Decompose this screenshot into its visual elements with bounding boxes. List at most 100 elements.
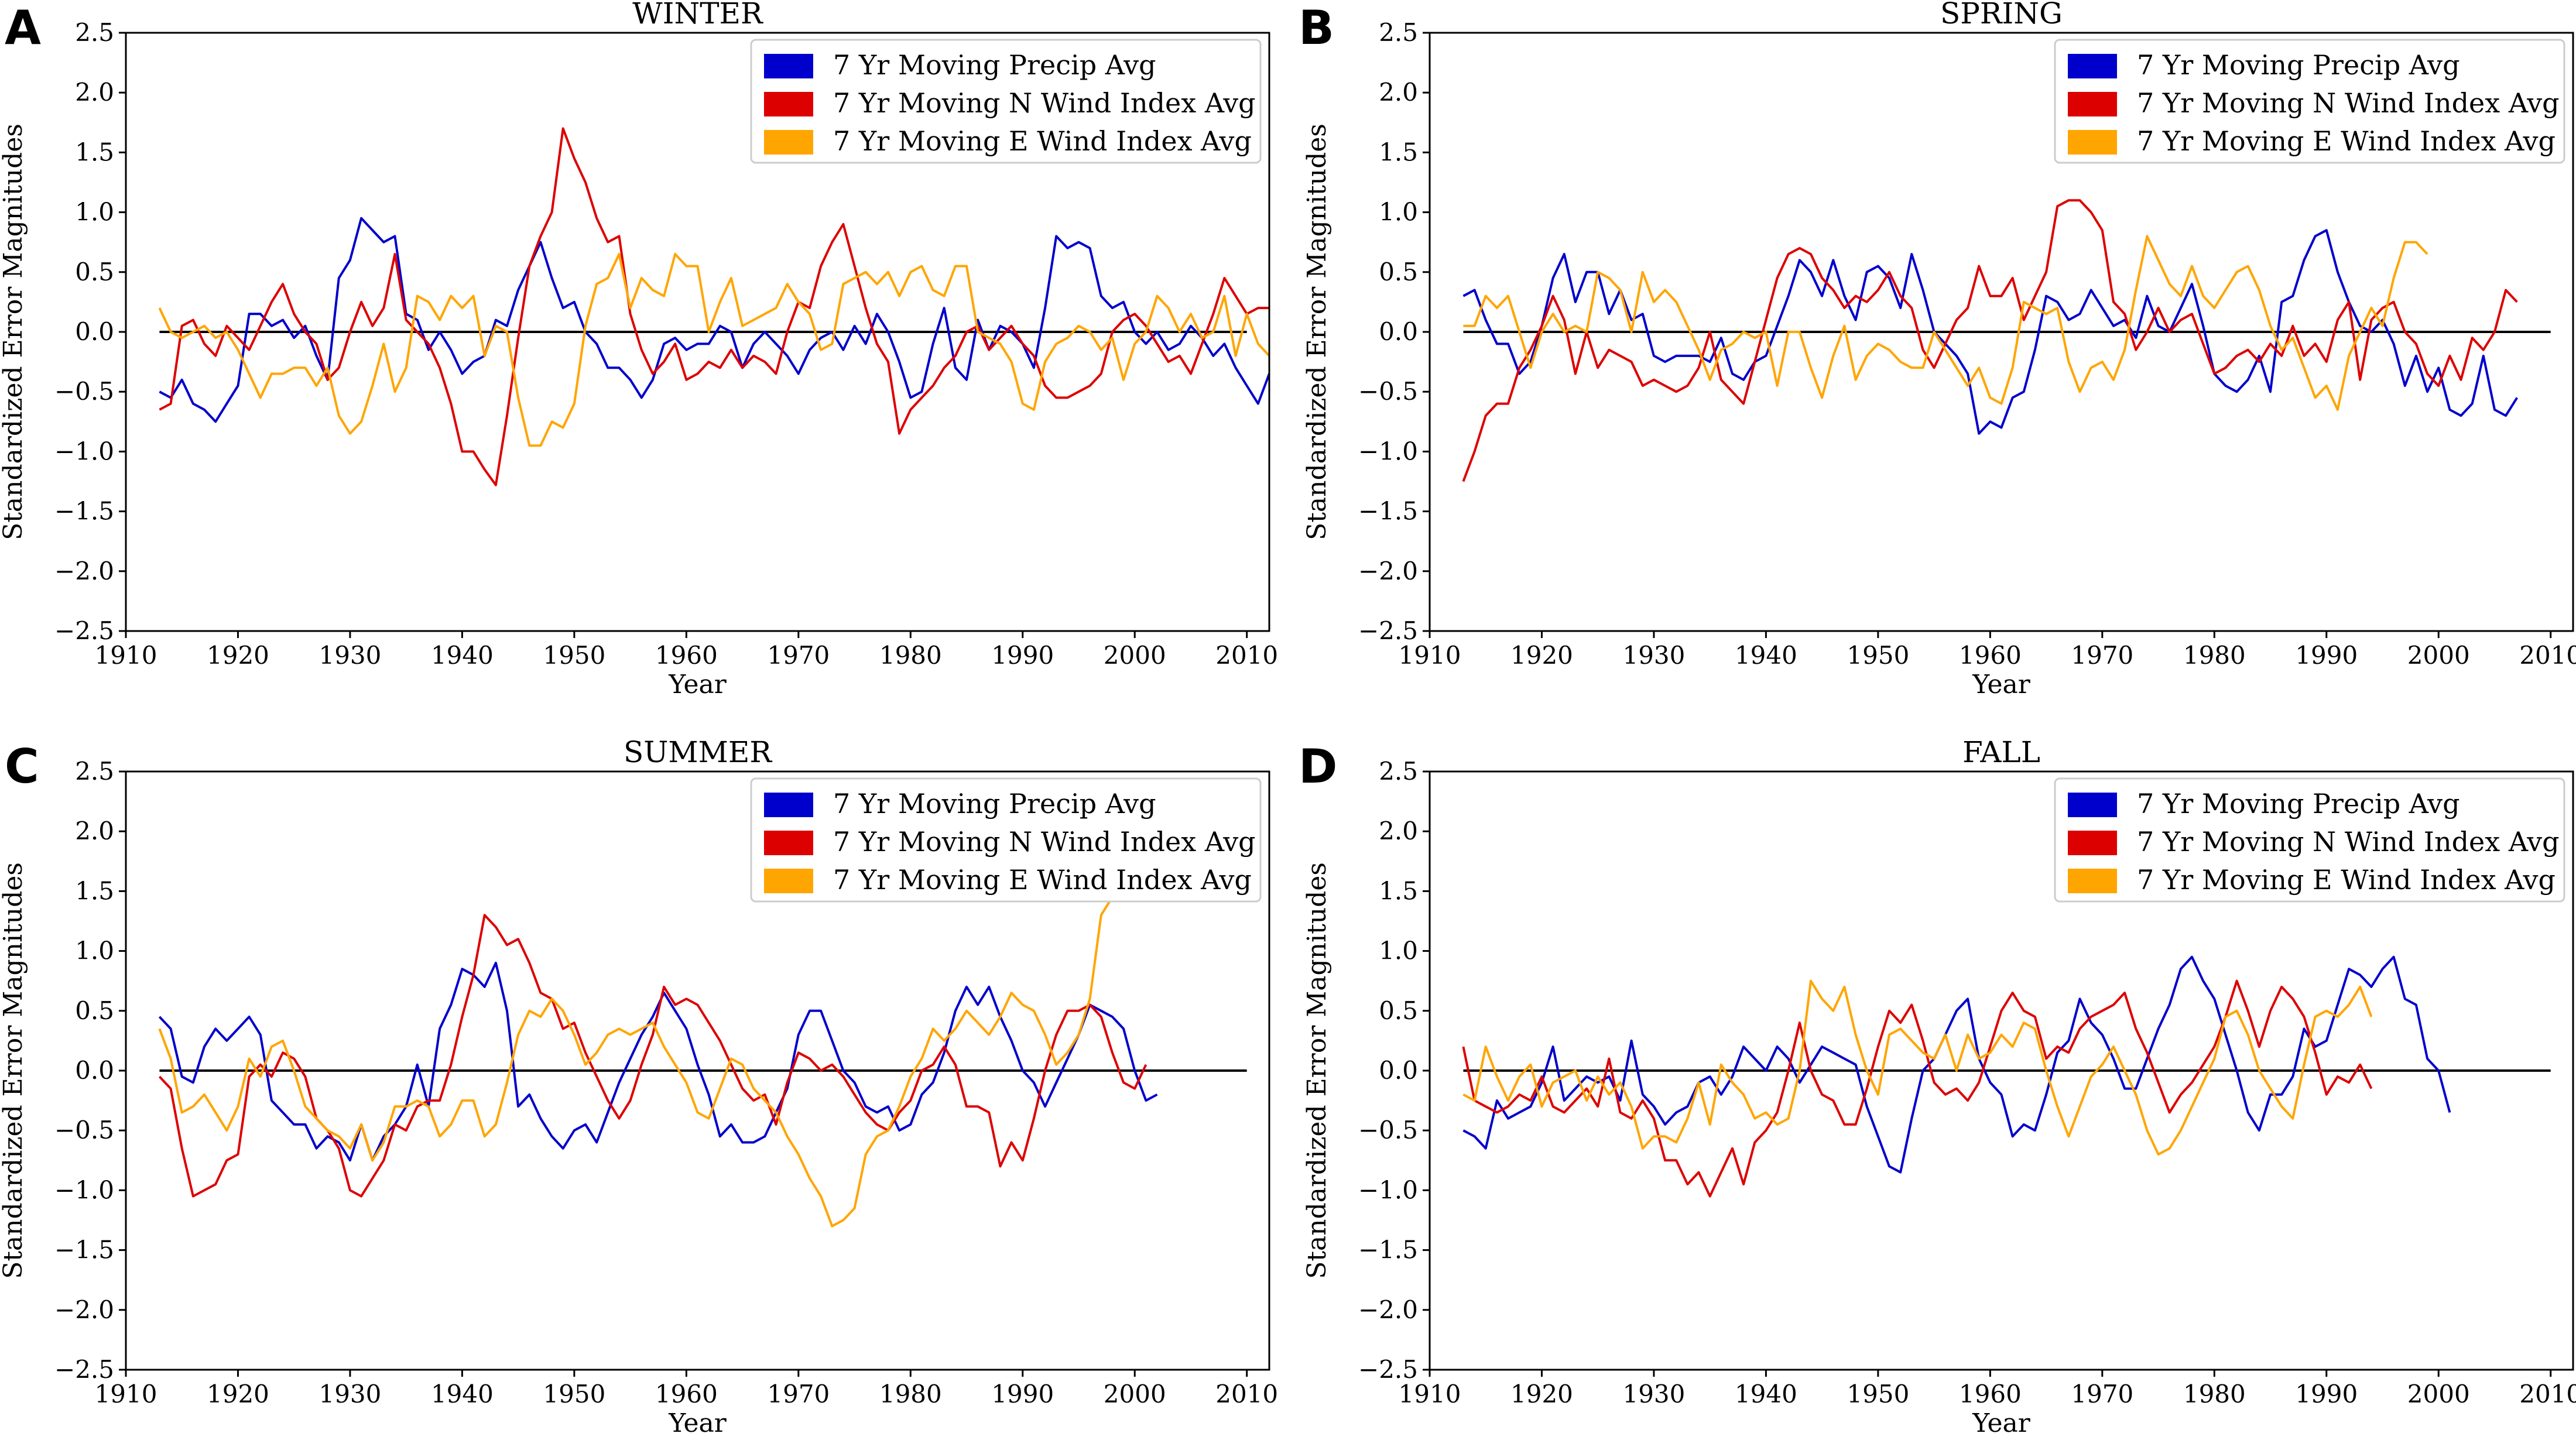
x-tick-label: 1940 bbox=[1735, 1380, 1797, 1408]
legend: 7 Yr Moving Precip Avg 7 Yr Moving N Wind… bbox=[750, 777, 1262, 903]
x-tick-label: 1980 bbox=[2183, 1380, 2246, 1408]
y-tick-label: 1.5 bbox=[1379, 138, 1418, 166]
y-axis-label: Standardized Error Magnitudes bbox=[0, 124, 28, 540]
x-tick-label: 1970 bbox=[767, 641, 830, 670]
x-tick-label: 1990 bbox=[2295, 641, 2358, 670]
series-line-ewind bbox=[158, 896, 1114, 1227]
y-tick-label: 2.0 bbox=[75, 817, 114, 845]
legend-swatch-nwind bbox=[764, 92, 813, 116]
legend-swatch-precip bbox=[764, 54, 813, 78]
series-line-nwind bbox=[159, 127, 1269, 486]
series-line-precip bbox=[1462, 229, 2518, 435]
y-tick-label: 1.0 bbox=[75, 937, 114, 965]
x-tick-label: 2010 bbox=[2519, 1380, 2576, 1408]
y-tick-label: 0.5 bbox=[75, 258, 114, 286]
panel-winter: A WINTER 1910 1920 1930 1940 1950 1960 1970 1980 1… bbox=[0, 0, 1278, 700]
y-tick-label: −2.5 bbox=[54, 616, 114, 645]
legend-label-nwind: 7 Yr Moving N Wind Index Avg bbox=[2137, 87, 2560, 119]
panel-letter: C bbox=[5, 739, 39, 794]
legend-box bbox=[750, 777, 1262, 903]
panel-title: SPRING bbox=[1940, 0, 2063, 30]
y-tick-label: −2.0 bbox=[54, 1295, 114, 1324]
x-tick-label: 1910 bbox=[1399, 1380, 1461, 1408]
legend: 7 Yr Moving Precip Avg 7 Yr Moving N Wind… bbox=[2054, 777, 2565, 903]
y-tick-label: −2.0 bbox=[54, 557, 114, 585]
x-tick-label: 1960 bbox=[1959, 641, 2022, 670]
x-axis-label: Year bbox=[668, 670, 727, 700]
x-tick-label: 2010 bbox=[2519, 641, 2576, 670]
y-axis-label: Standardized Error Magnitudes bbox=[1302, 862, 1332, 1279]
legend-swatch-nwind bbox=[2068, 92, 2117, 116]
x-tick-label: 1930 bbox=[1622, 1380, 1685, 1408]
legend: 7 Yr Moving Precip Avg 7 Yr Moving N Wind… bbox=[2054, 39, 2565, 164]
legend-box bbox=[750, 39, 1262, 164]
x-tick-label: 1960 bbox=[655, 1380, 718, 1408]
y-tick-label: 0.0 bbox=[1379, 317, 1418, 346]
legend-label-ewind: 7 Yr Moving E Wind Index Avg bbox=[2137, 864, 2556, 896]
y-axis-label: Standardized Error Magnitudes bbox=[0, 862, 28, 1279]
legend-label-precip: 7 Yr Moving Precip Avg bbox=[2137, 49, 2460, 81]
y-tick-label: 0.0 bbox=[75, 317, 114, 346]
y-tick-label: −2.0 bbox=[1358, 1295, 1418, 1324]
series-line-nwind bbox=[1462, 199, 2518, 482]
legend-box bbox=[2054, 777, 2565, 903]
x-tick-label: 1940 bbox=[1735, 641, 1797, 670]
x-axis-label: Year bbox=[1972, 1408, 2030, 1438]
y-tick-label: −0.5 bbox=[54, 1116, 114, 1144]
legend-swatch-precip bbox=[764, 793, 813, 817]
panel-letter: D bbox=[1299, 739, 1337, 794]
x-tick-label: 1950 bbox=[543, 641, 605, 670]
legend-swatch-nwind bbox=[2068, 831, 2117, 855]
series-line-nwind bbox=[158, 914, 1147, 1198]
legend-swatch-precip bbox=[2068, 793, 2117, 817]
y-tick-label: 0.5 bbox=[1379, 996, 1418, 1025]
y-tick-label: −1.0 bbox=[54, 1175, 114, 1204]
legend: 7 Yr Moving Precip Avg 7 Yr Moving N Wind… bbox=[750, 39, 1262, 164]
panel-title: WINTER bbox=[632, 0, 763, 30]
x-tick-label: 1990 bbox=[2295, 1380, 2358, 1408]
legend-label-ewind: 7 Yr Moving E Wind Index Avg bbox=[2137, 125, 2556, 157]
x-tick-label: 1940 bbox=[431, 641, 494, 670]
legend-swatch-ewind bbox=[2068, 130, 2117, 155]
x-tick-label: 1940 bbox=[431, 1380, 494, 1408]
x-tick-label: 1920 bbox=[1510, 641, 1573, 670]
panel-summer: C SUMMER 1910 1920 1930 1940 1950 1960 1970 1980 1… bbox=[0, 735, 1278, 1438]
y-tick-label: 1.5 bbox=[75, 138, 114, 166]
x-tick-label: 1970 bbox=[2071, 641, 2133, 670]
legend-swatch-ewind bbox=[2068, 869, 2117, 893]
y-tick-label: 0.0 bbox=[1379, 1056, 1418, 1085]
y-tick-label: −2.5 bbox=[1358, 1355, 1418, 1384]
x-tick-label: 1920 bbox=[1510, 1380, 1573, 1408]
y-tick-label: 2.0 bbox=[1379, 817, 1418, 845]
x-tick-label: 1930 bbox=[318, 641, 381, 670]
legend-swatch-ewind bbox=[764, 869, 813, 893]
x-tick-label: 1990 bbox=[991, 1380, 1054, 1408]
series-line-ewind bbox=[1462, 979, 2373, 1156]
x-tick-label: 1970 bbox=[2071, 1380, 2133, 1408]
legend-swatch-ewind bbox=[764, 130, 813, 155]
y-tick-label: −1.0 bbox=[54, 437, 114, 465]
legend-label-nwind: 7 Yr Moving N Wind Index Avg bbox=[2137, 826, 2560, 858]
x-axis-label: Year bbox=[668, 1408, 727, 1438]
y-tick-label: −1.5 bbox=[54, 497, 114, 526]
x-tick-label: 2000 bbox=[2407, 641, 2470, 670]
x-tick-label: 1920 bbox=[207, 1380, 269, 1408]
y-tick-label: −0.5 bbox=[1358, 377, 1418, 406]
x-tick-label: 1960 bbox=[1959, 1380, 2022, 1408]
x-tick-label: 1970 bbox=[767, 1380, 830, 1408]
legend-label-precip: 7 Yr Moving Precip Avg bbox=[2137, 788, 2460, 819]
x-tick-label: 1990 bbox=[991, 641, 1054, 670]
legend-swatch-precip bbox=[2068, 54, 2117, 78]
y-tick-label: −1.5 bbox=[54, 1236, 114, 1264]
x-tick-label: 1930 bbox=[1622, 641, 1685, 670]
x-tick-label: 1910 bbox=[95, 1380, 157, 1408]
legend-label-ewind: 7 Yr Moving E Wind Index Avg bbox=[833, 125, 1252, 157]
legend-label-ewind: 7 Yr Moving E Wind Index Avg bbox=[833, 864, 1252, 896]
y-tick-label: 1.0 bbox=[1379, 198, 1418, 227]
x-tick-label: 1950 bbox=[1847, 1380, 1909, 1408]
x-tick-label: 2010 bbox=[1215, 641, 1278, 670]
x-tick-label: 1980 bbox=[879, 1380, 942, 1408]
x-tick-label: 2000 bbox=[2407, 1380, 2470, 1408]
y-tick-label: −1.5 bbox=[1358, 1236, 1418, 1264]
